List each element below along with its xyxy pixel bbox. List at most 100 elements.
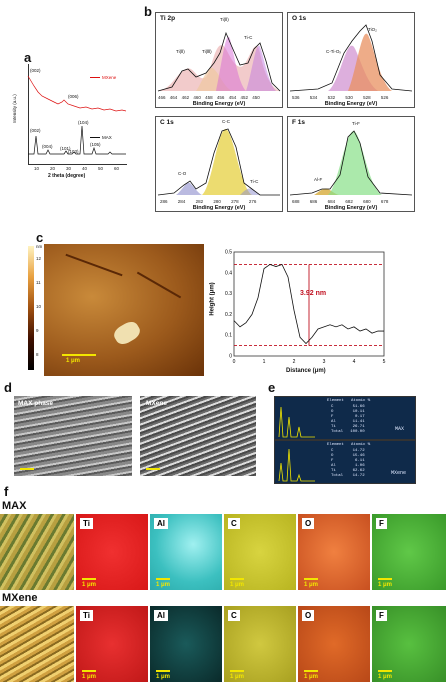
xrd-xtick: 20 — [50, 166, 56, 171]
xrd-xtick: 50 — [98, 166, 104, 171]
eds-map-scalebar: 1 μm — [156, 582, 171, 588]
eds-map-max-al: Al 1 μm — [150, 514, 222, 590]
eds-map-max-sem — [0, 514, 74, 590]
eds-mxene-tag: MXene — [391, 470, 407, 476]
sem-max-phase-label: MAX phase — [18, 400, 54, 407]
sem-mxene-label: MXene — [146, 400, 167, 407]
eds-max-table-header: Element Atomic % — [327, 399, 371, 403]
f1s-peak-label: Ti-F — [352, 121, 360, 126]
xps-c1s-title: C 1s — [160, 119, 174, 126]
xrd-peak-mxene-006: (006) — [68, 94, 79, 99]
height-profile-annotation: 3.92 nm — [300, 290, 327, 297]
ti2p-xlabel: Binding Energy (eV) — [192, 101, 246, 107]
eds-map-mxene-f-tag: F — [376, 610, 387, 621]
height-xtick: 5 — [383, 359, 386, 365]
c1s-peak-label: C-C — [222, 119, 230, 124]
eds-map-scalebar: 1 μm — [304, 674, 319, 680]
f1s-peak-label: Al-F — [314, 177, 323, 182]
afm-colorbar-tick: 11 — [36, 280, 41, 285]
eds-mxene-table-header: Element Atomic % — [327, 443, 371, 447]
eds-map-max-al-tag: Al — [154, 518, 168, 529]
eds-mxene-peaks — [278, 448, 315, 482]
ti2p-peak-label: Ti(Ⅱ) — [176, 49, 185, 54]
eds-map-scalebar: 1 μm — [378, 674, 393, 680]
afm-image: 1 μm — [44, 244, 204, 376]
xrd-xtick: 30 — [66, 166, 72, 171]
eds-map-max-f: F 1 μm — [372, 514, 446, 590]
eds-max-tag: MAX — [395, 426, 405, 432]
eds-map-max-o-tag: O — [302, 518, 315, 529]
xps-ti2p-fit — [157, 31, 281, 92]
xrd-peak-max-104: (104) — [78, 120, 89, 125]
ti2p-peak-label: Ti(Ⅲ) — [202, 49, 212, 54]
c1s-peak-label: C-O — [178, 171, 187, 176]
o1s-xticks: 536 534 532 530 528 526 — [292, 95, 389, 100]
xps-ti2p-title: Ti 2p — [160, 15, 176, 22]
eds-map-mxene-ti: Ti 1 μm — [76, 606, 148, 682]
xrd-peak-max-004: (004) — [42, 144, 53, 149]
eds-map-mxene-ti-tag: Ti — [80, 610, 93, 621]
eds-map-scalebar: 1 μm — [304, 582, 319, 588]
f1s-xticks: 688 686 684 682 680 678 — [292, 199, 389, 204]
eds-map-max-c: C 1 μm — [224, 514, 296, 590]
height-profile-line — [233, 263, 384, 345]
sem-max-phase-image: MAX phase — [14, 396, 132, 476]
eds-map-row-mxene-label: MXene — [2, 592, 38, 604]
eds-mxene-spectrum: Element Atomic % C 14.72 O 15.46 F 6.11 … — [274, 440, 416, 484]
eds-map-row-max-label: MAX — [2, 500, 27, 512]
eds-map-mxene-sem — [0, 606, 74, 682]
eds-map-scalebar: 1 μm — [230, 674, 245, 680]
sem-max-scalebar — [20, 468, 34, 470]
xrd-peak-max-105: (105) — [90, 142, 101, 147]
xrd-peak-max-002: (002) — [30, 128, 41, 133]
panel-label-e: e — [268, 380, 276, 395]
xps-ti2p-plot: Ti 2p Ti(Ⅱ) Ti(Ⅲ) Ti(Ⅱ) Ti-C 466 464 462… — [155, 12, 283, 108]
afm-colorbar-tick: 10 — [36, 304, 42, 309]
eds-max-table: C 51.66 O 10.11 F 0.17 Al 11.41 Ti 26.71… — [331, 405, 365, 434]
height-ytick: 0.2 — [225, 312, 232, 318]
eds-map-mxene-al-tag: Al — [154, 610, 168, 621]
xps-f1s-title: F 1s — [292, 119, 306, 126]
ti2p-peak-label: Ti(Ⅱ) — [220, 17, 229, 22]
eds-map-max-c-tag: C — [228, 518, 240, 529]
afm-scalebar-label: 1 μm — [66, 358, 81, 364]
xps-c1s-fit — [157, 128, 280, 196]
eds-map-max-o: O 1 μm — [298, 514, 370, 590]
xps-f1s-fit — [289, 130, 413, 196]
eds-map-mxene-c: C 1 μm — [224, 606, 296, 682]
afm-colorbar-tick: 9 — [36, 328, 39, 333]
eds-map-mxene-o-tag: O — [302, 610, 315, 621]
xps-o1s-plot: O 1s C-Ti-Oₓ TiO₂ 536 534 532 530 528 52… — [287, 12, 415, 108]
afm-colorbar-tick: 12 — [36, 256, 42, 261]
height-xtick: 0 — [233, 359, 236, 365]
afm-colorbar-unit: nm — [36, 244, 43, 249]
panel-label-f: f — [4, 484, 9, 499]
height-ytick: 0.5 — [225, 250, 232, 256]
o1s-peak-label: C-Ti-Oₓ — [326, 49, 341, 54]
height-xtick: 3 — [323, 359, 326, 365]
eds-map-mxene-al: Al 1 μm — [150, 606, 222, 682]
height-xtick: 1 — [263, 359, 266, 365]
eds-map-scalebar: 1 μm — [156, 674, 171, 680]
eds-map-scalebar: 1 μm — [378, 582, 393, 588]
xrd-curves — [27, 75, 127, 155]
f1s-xlabel: Binding Energy (eV) — [324, 205, 378, 211]
height-ytick: 0 — [229, 354, 232, 360]
xrd-xtick: 60 — [114, 166, 120, 171]
xrd-xtick: 10 — [34, 166, 40, 171]
afm-colorbar — [28, 246, 34, 370]
height-profile-xlabel: Distance (μm) — [286, 368, 326, 374]
eds-max-peaks — [278, 406, 315, 438]
eds-map-max-f-tag: F — [376, 518, 387, 529]
height-xtick: 4 — [353, 359, 356, 365]
xps-o1s-title: O 1s — [292, 15, 307, 22]
sem-mxene-scalebar — [146, 468, 160, 470]
xrd-plot: Intensity (a.u.) (002) (006) (002) (004)… — [12, 64, 128, 179]
eds-map-scalebar: 1 μm — [82, 582, 97, 588]
height-profile-chart: 0 1 2 3 4 5 0 0.1 0.2 0.3 0.4 0.5 Height (μm) Dista… — [210, 246, 420, 378]
xrd-peak-max-101: (101) — [60, 146, 71, 151]
xps-f1s-plot: F 1s Al-F Ti-F 688 686 684 682 680 678 B… — [287, 116, 415, 212]
height-profile-ylabel: Height (μm) — [209, 282, 216, 316]
xps-c1s-plot: C 1s C-O C-C Ti-C 286 284 282 280 278 27… — [155, 116, 283, 212]
afm-colorbar-tick: 8 — [36, 352, 39, 357]
